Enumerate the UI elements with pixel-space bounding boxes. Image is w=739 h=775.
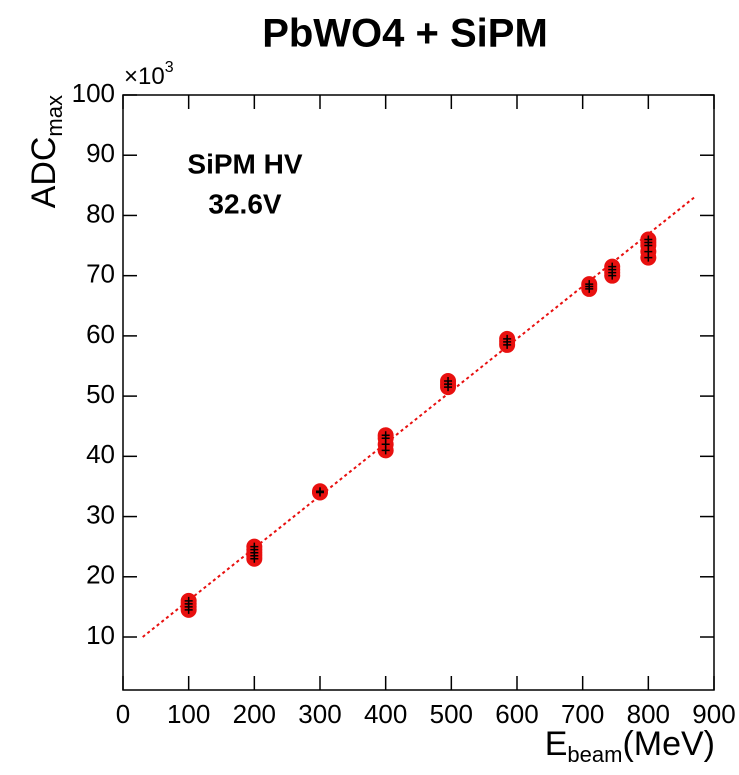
y-tick-label: 100 bbox=[72, 78, 115, 108]
y-tick-label: 90 bbox=[86, 138, 115, 168]
point-cross bbox=[316, 487, 324, 496]
x-tick-label: 600 bbox=[495, 699, 538, 729]
point-cross bbox=[644, 235, 653, 244]
x-tick-label: 500 bbox=[430, 699, 473, 729]
y-multiplier: ×103 bbox=[124, 59, 174, 90]
chart-title: PbWO4 + SiPM bbox=[262, 12, 548, 56]
x-label-suffix: (MeV) bbox=[622, 725, 715, 763]
y-tick-label: 80 bbox=[86, 198, 115, 228]
x-tick-label: 700 bbox=[561, 699, 604, 729]
y-tick-label: 70 bbox=[86, 259, 115, 289]
y-multiplier-exponent: 3 bbox=[165, 59, 174, 76]
x-axis-label: Ebeam(MeV) bbox=[545, 725, 715, 767]
y-tick-label: 20 bbox=[86, 560, 115, 590]
point-cross bbox=[381, 431, 390, 440]
y-tick-label: 30 bbox=[86, 499, 115, 529]
point-cross bbox=[250, 542, 259, 551]
x-tick-label: 800 bbox=[627, 699, 670, 729]
y-label-sub: max bbox=[42, 95, 67, 137]
point-cross bbox=[585, 280, 594, 289]
x-tick-label: 200 bbox=[233, 699, 276, 729]
annotation: SiPM HV bbox=[187, 148, 302, 179]
point-cross bbox=[503, 334, 512, 343]
x-tick-label: 400 bbox=[364, 699, 407, 729]
y-axis-label: ADCmax bbox=[25, 95, 67, 208]
point-cross bbox=[608, 262, 617, 271]
x-tick-label: 0 bbox=[116, 699, 130, 729]
x-tick-label: 100 bbox=[167, 699, 210, 729]
y-tick-label: 60 bbox=[86, 319, 115, 349]
annotation: 32.6V bbox=[208, 188, 281, 219]
point-cross bbox=[184, 596, 193, 605]
plot-frame bbox=[122, 94, 715, 691]
y-tick-label: 10 bbox=[86, 620, 115, 650]
x-tick-label: 900 bbox=[692, 699, 735, 729]
point-cross bbox=[444, 377, 453, 386]
x-tick-label: 300 bbox=[298, 699, 341, 729]
x-label-main: E bbox=[545, 725, 568, 763]
y-tick-label: 50 bbox=[86, 379, 115, 409]
y-label-main: ADC bbox=[25, 137, 63, 209]
y-multiplier-base: ×10 bbox=[124, 63, 165, 90]
y-tick-label: 40 bbox=[86, 439, 115, 469]
x-label-sub: beam bbox=[567, 742, 622, 767]
